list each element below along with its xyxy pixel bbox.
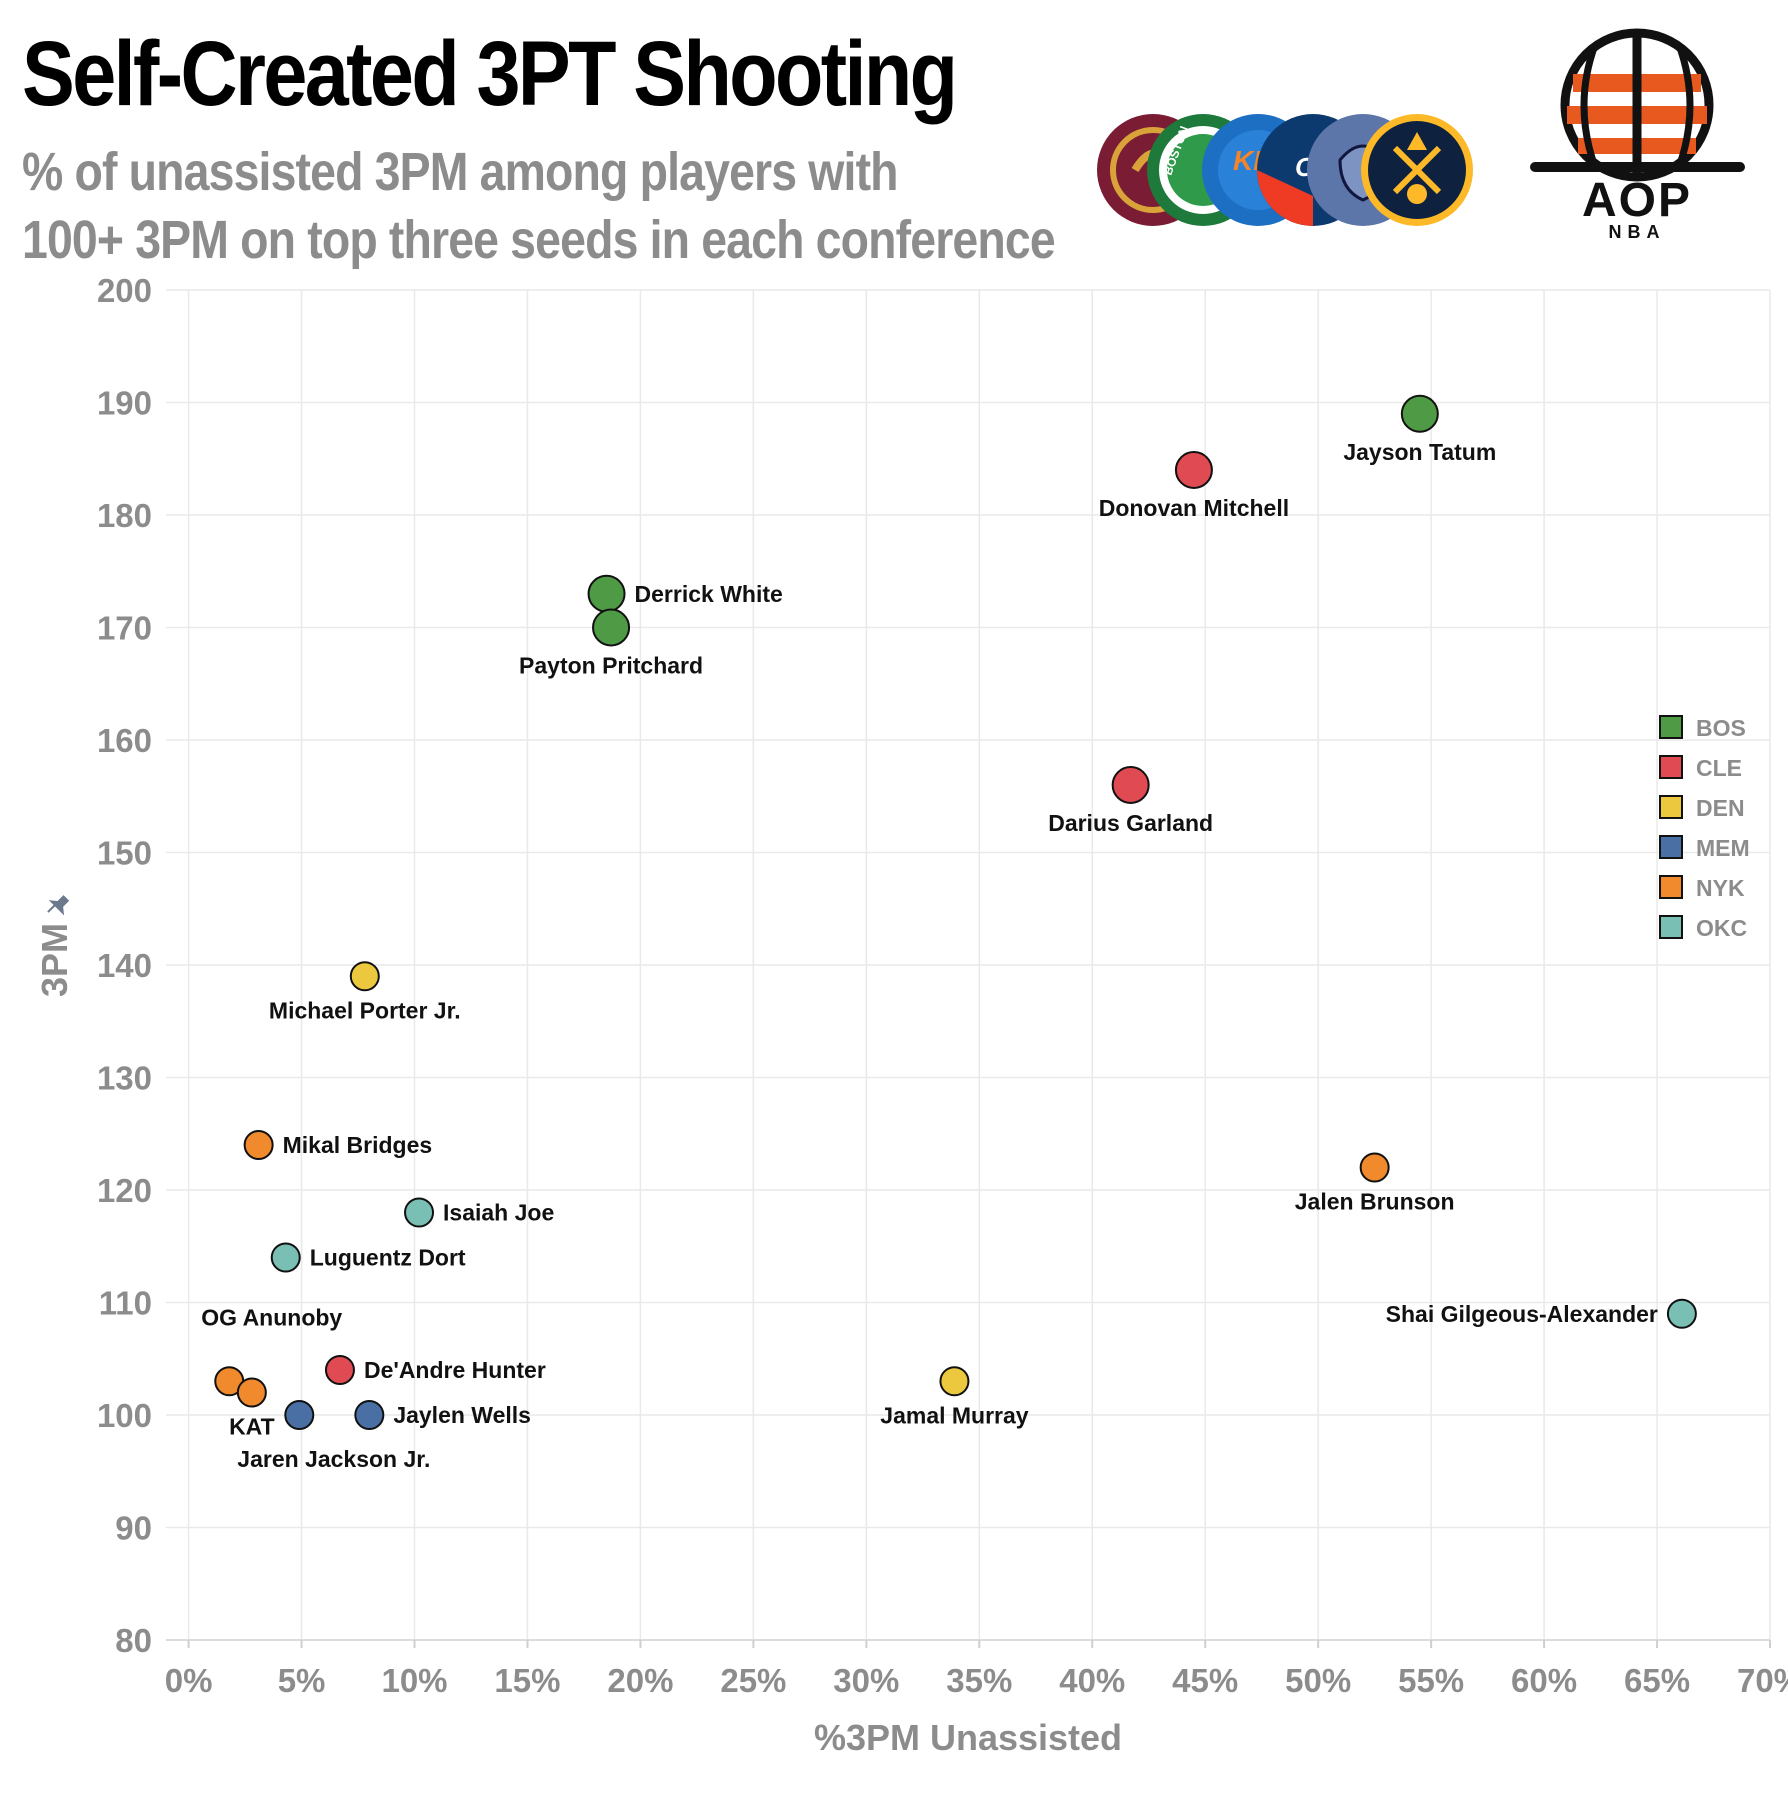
y-tick-label: 150: [97, 835, 152, 872]
legend-label: OKC: [1696, 915, 1747, 941]
data-label: Luguentz Dort: [310, 1245, 466, 1271]
legend-label: MEM: [1696, 835, 1750, 861]
x-axis-label: %3PM Unassisted: [814, 1717, 1122, 1758]
y-tick-label: 190: [97, 385, 152, 422]
data-label: Darius Garland: [1048, 810, 1213, 836]
data-label: Jaylen Wells: [393, 1402, 531, 1428]
legend-label: CLE: [1696, 755, 1742, 781]
legend-label: DEN: [1696, 795, 1745, 821]
legend-swatch: [1659, 795, 1683, 819]
y-tick-label: 200: [97, 272, 152, 309]
data-point: [349, 961, 380, 992]
data-point: [1359, 1152, 1390, 1183]
x-tick-label: 0%: [165, 1662, 213, 1699]
y-tick-label: 170: [97, 610, 152, 647]
x-tick-label: 65%: [1624, 1662, 1690, 1699]
x-tick-label: 35%: [946, 1662, 1012, 1699]
legend-swatch: [1659, 835, 1683, 859]
x-tick-label: 60%: [1511, 1662, 1577, 1699]
y-tick-label: 80: [115, 1622, 152, 1659]
x-tick-label: 20%: [607, 1662, 673, 1699]
data-label: De'Andre Hunter: [364, 1357, 546, 1383]
data-point: [1400, 394, 1439, 433]
legend-swatch: [1659, 875, 1683, 899]
grid-lines: [166, 289, 1771, 1641]
data-label: Donovan Mitchell: [1099, 495, 1289, 521]
x-tick-label: 5%: [278, 1662, 326, 1699]
data-label: Jaren Jackson Jr.: [237, 1446, 430, 1472]
legend-swatch: [1659, 715, 1683, 739]
y-tick-label: 120: [97, 1172, 152, 1209]
data-label: Jamal Murray: [880, 1402, 1029, 1428]
x-axis-ticks: 0% 5% 10% 15% 20% 25% 30% 35% 40% 45% 50% 55% 60% 65%…: [165, 1640, 1788, 1699]
data-label: KAT: [229, 1414, 275, 1440]
data-point: [324, 1355, 355, 1385]
legend: BOS CLE DEN MEM NYK OKC: [1659, 715, 1750, 941]
legend-label: BOS: [1696, 715, 1746, 741]
data-point: [270, 1242, 301, 1273]
x-tick-label: 15%: [494, 1662, 560, 1699]
data-label: Derrick White: [635, 581, 783, 607]
y-axis-ticks: 80 90 100 110 120 130 140 150 160 170 180 190 200: [97, 272, 152, 1659]
data-point: [243, 1130, 274, 1160]
y-tick-label: 140: [97, 947, 152, 984]
x-tick-label: 55%: [1398, 1662, 1464, 1699]
x-tick-label: 40%: [1059, 1662, 1125, 1699]
data-point: [1174, 451, 1213, 489]
pin-icon: [47, 895, 70, 916]
basketball-icon: [1530, 28, 1745, 182]
data-label: Payton Pritchard: [519, 653, 703, 679]
data-point: [236, 1377, 267, 1408]
aop-wordmark: AOP: [1582, 174, 1692, 227]
data-point: [939, 1366, 970, 1397]
data-point: [404, 1197, 435, 1228]
legend-swatch: [1659, 755, 1683, 779]
y-tick-label: 90: [115, 1510, 152, 1547]
aop-nba-logo: AOP NBA: [1530, 28, 1745, 240]
chart-subtitle-line-2: 100+ 3PM on top three seeds in each conf…: [22, 210, 1056, 270]
data-label: Jayson Tatum: [1343, 439, 1496, 465]
chart-title: Self-Created 3PT Shooting: [22, 23, 958, 125]
data-label: Isaiah Joe: [443, 1200, 554, 1226]
data-point: [354, 1400, 385, 1430]
x-tick-label: 45%: [1172, 1662, 1238, 1699]
data-point: [284, 1400, 315, 1430]
data-label: Mikal Bridges: [283, 1132, 433, 1158]
data-point: [1111, 766, 1150, 804]
x-tick-label: 30%: [833, 1662, 899, 1699]
y-tick-label: 180: [97, 497, 152, 534]
y-tick-label: 160: [97, 722, 152, 759]
data-label: Shai Gilgeous-Alexander: [1386, 1301, 1658, 1327]
data-point: [1666, 1298, 1697, 1329]
team-logos-strip: BOSTON KNI OKC: [1097, 114, 1473, 226]
nba-wordmark: NBA: [1609, 222, 1666, 240]
x-tick-label: 50%: [1285, 1662, 1351, 1699]
data-points: [214, 394, 1697, 1430]
legend-label: NYK: [1696, 875, 1745, 901]
y-tick-label: 110: [99, 1285, 152, 1322]
legend-swatch: [1659, 915, 1683, 939]
data-label: OG Anunoby: [201, 1304, 342, 1330]
x-tick-label: 10%: [381, 1662, 447, 1699]
data-label: Jalen Brunson: [1295, 1189, 1455, 1215]
data-point: [587, 574, 626, 613]
point-labels: Jayson Tatum Donovan Mitchell Derrick Whit…: [201, 439, 1658, 1472]
y-tick-label: 130: [97, 1060, 152, 1097]
y-tick-label: 100: [97, 1397, 152, 1434]
data-point: [592, 608, 631, 647]
chart-subtitle-line-1: % of unassisted 3PM among players with: [22, 142, 899, 202]
x-tick-label: 25%: [720, 1662, 786, 1699]
x-tick-label: 70%: [1737, 1662, 1788, 1699]
y-axis-label: 3PM: [34, 923, 75, 997]
den-logo-icon: [1361, 114, 1473, 226]
data-label: Michael Porter Jr.: [269, 997, 461, 1023]
